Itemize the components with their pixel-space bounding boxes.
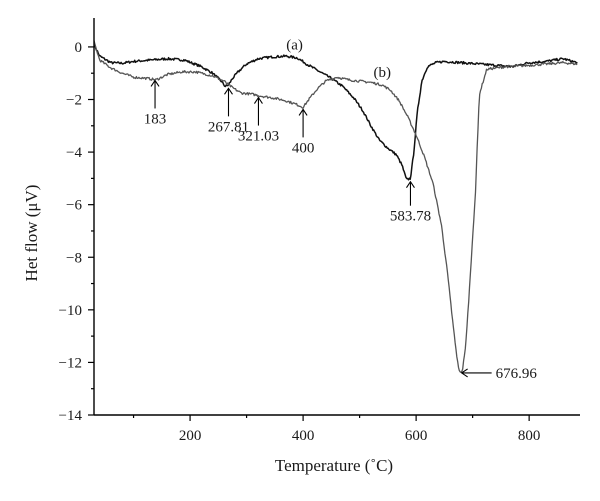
y-axis-title: Het flow (μV) <box>22 185 41 282</box>
y-tick-label: −10 <box>59 303 82 319</box>
annotation-label: 400 <box>292 140 315 156</box>
annotation-arrowhead <box>460 368 468 378</box>
annotation-label: 183 <box>144 111 167 127</box>
x-tick-label: 600 <box>405 428 428 444</box>
annotation-label: 267.81 <box>208 119 249 135</box>
series-line-a <box>93 44 578 181</box>
annotation-label: 676.96 <box>496 366 538 382</box>
annotation-arrowhead <box>224 87 233 95</box>
y-tick-label: −6 <box>66 198 82 214</box>
y-tick-label: −4 <box>66 145 82 161</box>
y-tick-label: −12 <box>59 355 82 371</box>
y-tick-label: 0 <box>75 40 83 56</box>
annotation-arrowhead <box>253 96 263 104</box>
annotation-arrowhead <box>150 79 160 87</box>
series-line-b <box>93 40 578 373</box>
x-tick-label: 800 <box>518 428 541 444</box>
y-tick-label: −14 <box>59 408 83 424</box>
curve-label: (a) <box>286 38 303 54</box>
x-axis-title: Temperature (˚C) <box>275 456 393 475</box>
y-tick-label: −2 <box>66 93 82 109</box>
curve-label: (b) <box>373 65 391 81</box>
x-tick-label: 200 <box>179 428 202 444</box>
annotation-arrowhead <box>298 108 308 116</box>
annotation-label: 321.03 <box>238 129 279 145</box>
annotation-arrowhead <box>406 180 415 188</box>
annotation-label: 583.78 <box>390 209 431 225</box>
x-tick-label: 400 <box>292 428 315 444</box>
y-tick-label: −8 <box>66 250 82 266</box>
